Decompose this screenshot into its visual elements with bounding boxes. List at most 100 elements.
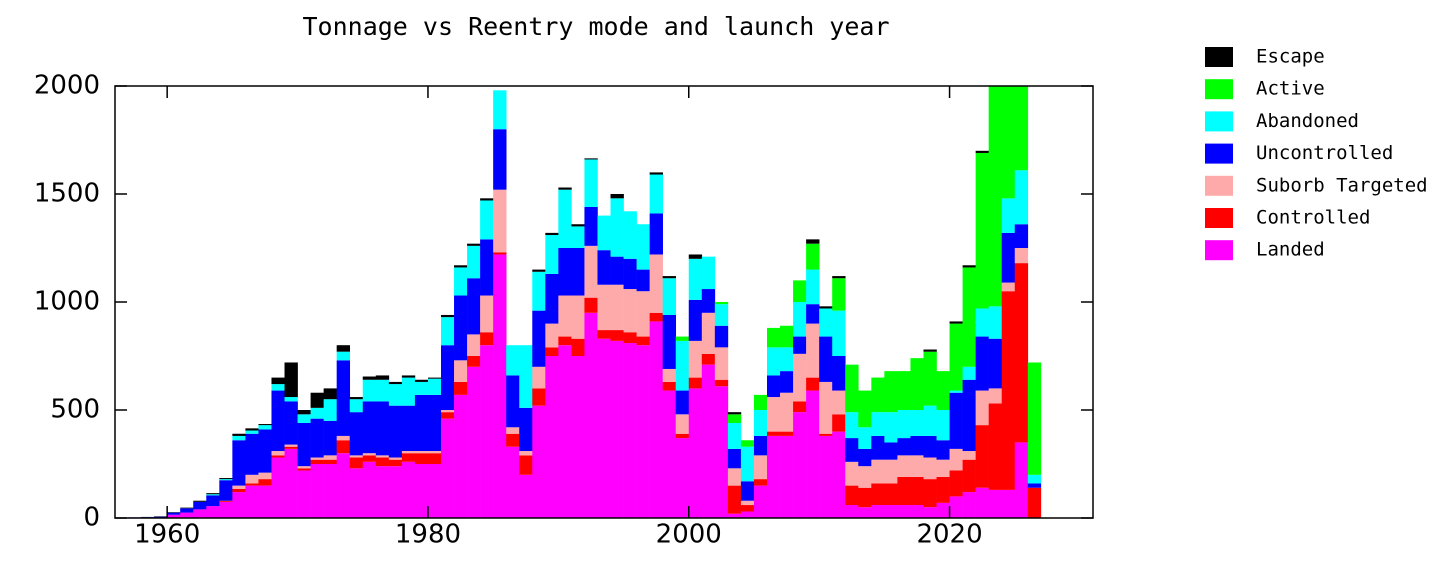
bar-segment (297, 414, 311, 423)
bar-segment (949, 390, 963, 393)
legend-swatch (1205, 208, 1233, 228)
bar-segment (662, 314, 677, 369)
bar-segment (975, 308, 989, 337)
bar-segment (571, 356, 585, 518)
bar-segment (441, 317, 455, 346)
bar-segment (180, 508, 194, 513)
bar-segment (245, 483, 259, 486)
bar-segment (258, 472, 272, 480)
bar-segment (988, 306, 1003, 339)
bar-segment (258, 479, 272, 486)
bar-segment (636, 336, 650, 346)
bar-segment (336, 440, 351, 454)
bar-segment (753, 435, 768, 456)
bar-segment (362, 401, 377, 454)
bar-segment (806, 269, 820, 305)
bar-segment (858, 448, 872, 467)
bar-segment (793, 302, 807, 337)
bar-segment (936, 440, 950, 460)
bar-segment (845, 505, 859, 518)
bar-segment (923, 479, 937, 508)
bar-segment (897, 410, 911, 439)
bar-segment (532, 271, 546, 311)
bar-segment (219, 478, 233, 480)
bar-segment (662, 278, 677, 315)
bar-segment (1014, 248, 1029, 264)
bar-segment (832, 431, 846, 518)
legend-swatch (1205, 143, 1233, 164)
legend-label: Active (1256, 78, 1325, 100)
bar-segment (819, 435, 833, 518)
bar-segment (1027, 483, 1042, 488)
bar-segment (675, 414, 690, 434)
bar-segment (271, 455, 285, 458)
bar-segment (271, 451, 285, 456)
bar-segment (819, 308, 833, 337)
bar-segment (258, 429, 272, 473)
bar-segment (806, 304, 820, 324)
bar-segment (819, 306, 833, 309)
bar-segment (206, 493, 220, 495)
bar-segment (636, 269, 650, 292)
bar-segment (975, 425, 989, 488)
bar-segment (454, 360, 468, 382)
bar-segment (414, 379, 429, 382)
bar-segment (519, 345, 533, 408)
bar-segment (323, 420, 337, 456)
plot-area (128, 86, 1042, 518)
bar-segment (349, 397, 364, 400)
bar-segment (1001, 198, 1016, 233)
bar-segment (258, 425, 272, 430)
bar-segment (688, 377, 703, 389)
bar-segment (714, 325, 729, 348)
bar-segment (532, 366, 546, 389)
bar-segment (936, 502, 950, 518)
bar-segment (662, 276, 677, 279)
bar-segment (558, 187, 572, 190)
bar-segment (910, 505, 924, 518)
bar-segment (558, 248, 572, 296)
bar-segment (388, 457, 403, 460)
bar-segment (545, 347, 559, 356)
bar-segment (636, 345, 650, 518)
bar-segment (884, 412, 898, 443)
legend-label: Abandoned (1256, 110, 1359, 132)
bar-segment (362, 376, 377, 380)
bar-segment (427, 394, 442, 452)
bar-segment (271, 390, 285, 452)
bar-segment (688, 254, 703, 259)
bar-segment (193, 501, 207, 510)
bar-segment (858, 466, 872, 488)
bar-segment (793, 353, 807, 402)
bar-segment (962, 459, 976, 493)
bar-segment (284, 444, 298, 447)
bar-segment (936, 476, 950, 503)
bar-segment (375, 401, 390, 456)
bar-segment (232, 485, 246, 489)
bar-segment (414, 394, 429, 452)
bar-segment (232, 440, 246, 486)
bar-segment (767, 327, 781, 348)
bar-segment (871, 412, 885, 436)
bar-segment (740, 446, 755, 482)
bar-segment (584, 206, 598, 246)
legend-label: Uncontrolled (1256, 142, 1393, 164)
bar-segment (414, 464, 429, 518)
bar-segment (467, 278, 481, 335)
bar-segment (532, 269, 546, 272)
legend-swatch (1205, 175, 1233, 196)
y-tick-label: 1000 (34, 287, 100, 317)
bar-segment (219, 500, 233, 502)
bar-segment (310, 418, 324, 458)
bar-segment (297, 410, 311, 415)
bar-segment (649, 172, 663, 175)
bar-segment (284, 446, 298, 449)
legend-label: Suborb Targeted (1256, 174, 1428, 196)
bar-segment (753, 455, 768, 480)
bar-segment (858, 390, 872, 428)
bar-segment (636, 291, 650, 337)
bar-segment (349, 457, 364, 469)
bar-segment (232, 435, 246, 441)
legend-label: Landed (1256, 239, 1325, 261)
bar-segment (532, 310, 546, 367)
